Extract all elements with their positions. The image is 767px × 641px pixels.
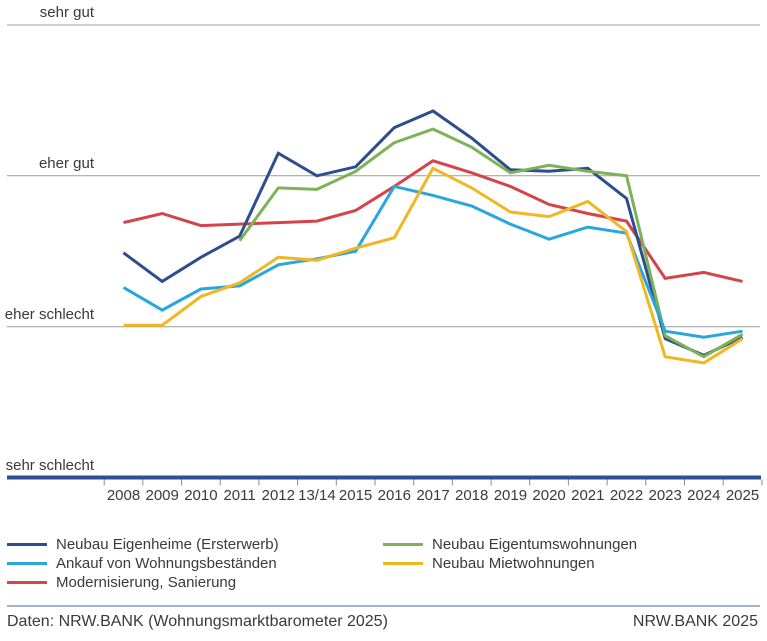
- chart-legend-left-column: Neubau Eigenheime (Ersterwerb) Ankauf von…: [7, 535, 279, 592]
- y-axis-label: eher gut: [38, 154, 94, 172]
- legend-swatch: [383, 543, 423, 546]
- line-chart-canvas: 2008 2009 2010 2011 2012 13/14 2015 2016 2017 201…: [7, 24, 763, 504]
- legend-swatch: [7, 562, 47, 565]
- series-line-ankauf-von-wohnungsbest-nden: [122, 184, 743, 339]
- x-axis-label: 2021: [571, 487, 604, 504]
- x-axis-label: 2009: [146, 487, 179, 504]
- x-axis-label: 2025: [726, 487, 759, 504]
- y-axis-label: sehr gut: [39, 4, 94, 21]
- legend-label: Neubau Eigenheime (Ersterwerb): [56, 536, 279, 553]
- x-axis-label: 2015: [339, 487, 372, 504]
- legend-item: Modernisierung, Sanierung: [7, 573, 279, 592]
- x-axis-label: 2022: [610, 487, 643, 504]
- x-axis-label: 2011: [223, 487, 255, 504]
- x-axis-label: 2023: [649, 487, 682, 504]
- legend-label: Neubau Mietwohnungen: [432, 555, 595, 572]
- legend-item: Neubau Mietwohnungen: [383, 554, 637, 573]
- legend-swatch: [7, 581, 47, 584]
- legend-label: Modernisierung, Sanierung: [56, 574, 237, 591]
- x-axis-label: 2012: [262, 487, 295, 504]
- brand-credit: NRW.BANK 2025: [632, 613, 758, 630]
- series-line-neubau-eigentumswohnungen: [238, 127, 744, 359]
- legend-item: Neubau Eigentumswohnungen: [383, 535, 637, 554]
- legend-item: Ankauf von Wohnungsbeständen: [7, 554, 279, 573]
- x-axis-label: 2020: [532, 487, 565, 504]
- x-axis-label: 2024: [687, 487, 720, 504]
- x-axis-label: 13/14: [298, 487, 336, 504]
- series-line-neubau-eigenheime-ersterwerb: [122, 109, 744, 357]
- x-axis-label: 2019: [494, 487, 527, 504]
- footer: Daten: NRW.BANK (Wohnungsmarktbarometer …: [7, 613, 758, 631]
- y-axis-label: eher schlecht: [4, 305, 94, 323]
- chart-legend-right-column: Neubau Eigentumswohnungen Neubau Mietwohn…: [383, 535, 637, 573]
- legend-label: Ankauf von Wohnungsbeständen: [56, 555, 277, 572]
- legend-item: Neubau Eigenheime (Ersterwerb): [7, 535, 279, 554]
- legend-swatch: [7, 543, 47, 546]
- footer-divider: [7, 605, 760, 607]
- series-line-modernisierung-sanierung: [123, 159, 743, 283]
- legend-swatch: [383, 562, 423, 565]
- x-axis-label: 2010: [184, 487, 217, 504]
- x-axis-label: 2008: [107, 487, 140, 504]
- legend-label: Neubau Eigentumswohnungen: [432, 536, 638, 553]
- x-axis-label: 2018: [455, 487, 488, 504]
- series-line-neubau-mietwohnungen: [123, 166, 744, 365]
- data-source-note: Daten: NRW.BANK (Wohnungsmarktbarometer …: [7, 613, 388, 630]
- x-axis-label: 2016: [378, 487, 411, 504]
- y-axis-label: sehr schlecht: [5, 456, 94, 474]
- x-axis-label: 2017: [416, 487, 449, 504]
